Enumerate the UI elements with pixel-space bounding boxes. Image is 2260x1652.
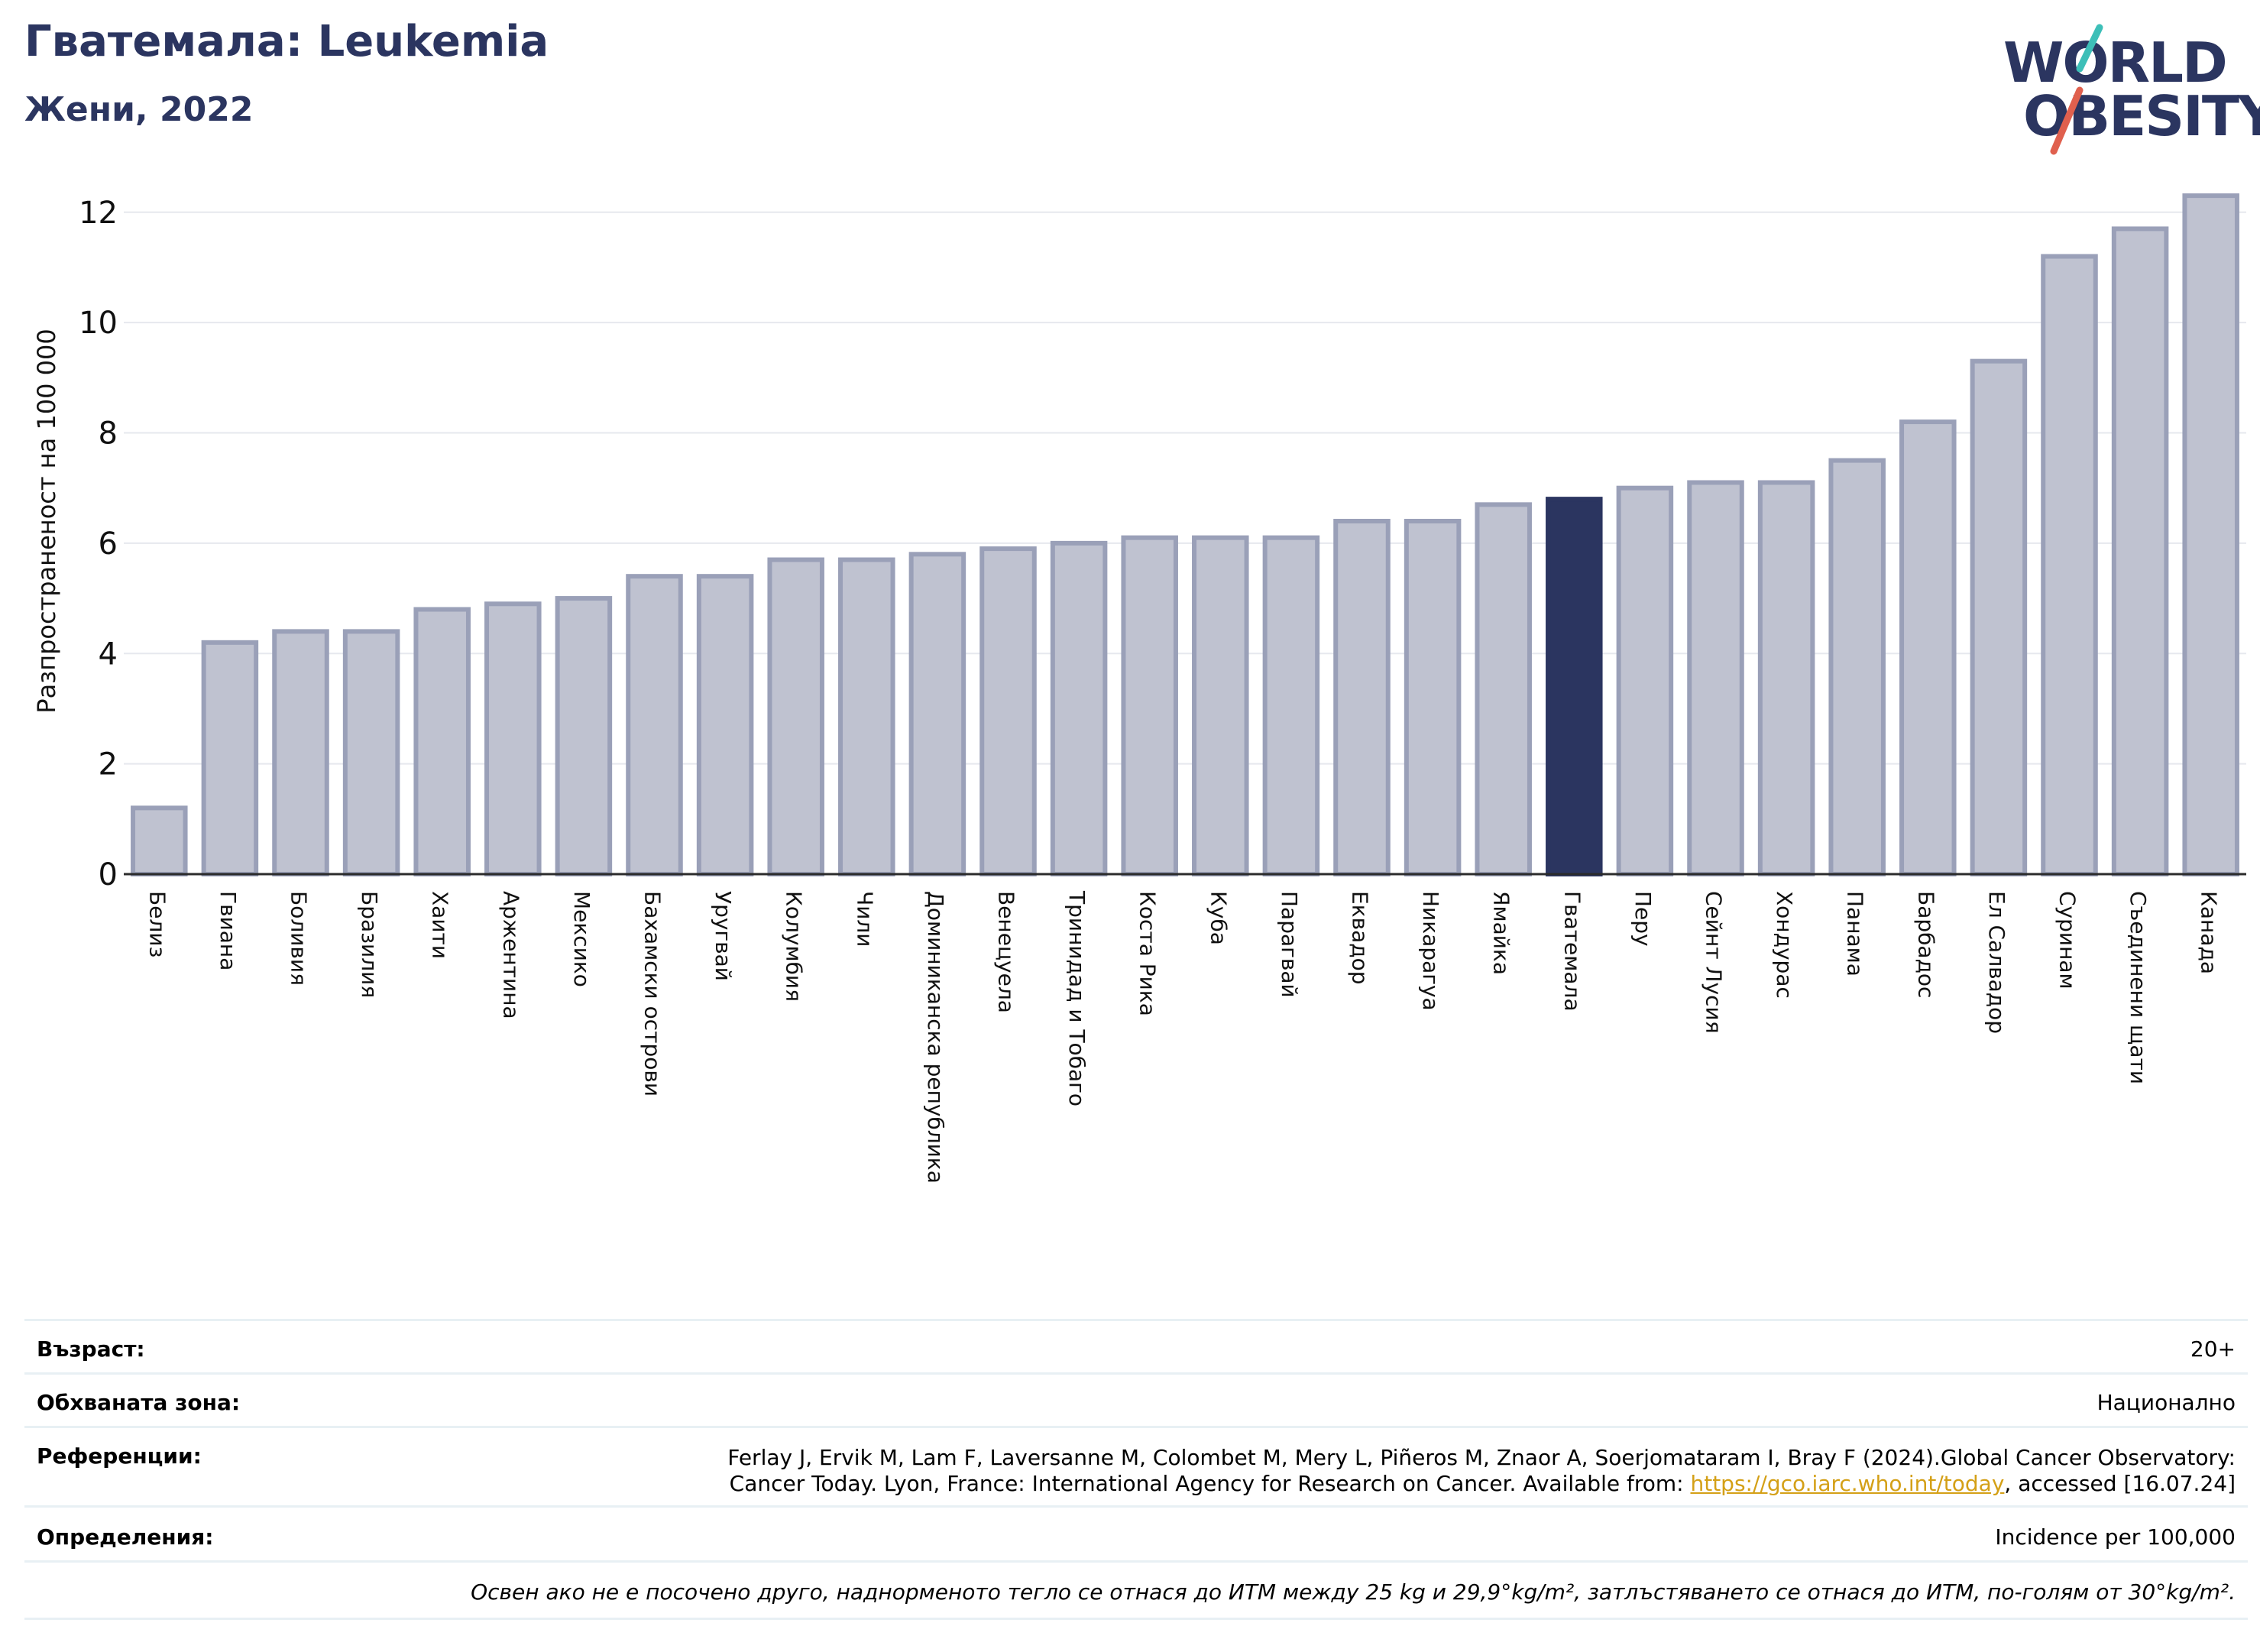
bars [131, 193, 2239, 876]
x-tick-label: Аржентина [498, 891, 523, 1019]
x-tick-label: Суринам [2055, 891, 2080, 990]
x-tick-label: Гватемала [1559, 891, 1585, 1012]
y-tick-label: 2 [99, 747, 118, 782]
bar-chart: 0 2 4 6 8 10 12 Белиз Гвиана Боливия Бразилия Хаит… [32, 193, 2246, 1184]
bar-3 [342, 629, 400, 876]
x-tick-label: Ел Салвадор [1984, 891, 2009, 1034]
area-value: Национално [2096, 1390, 2236, 1415]
x-tick-label: Куба [1206, 891, 1231, 945]
x-tick-label: Барбадос [1913, 891, 1938, 998]
definitions-label: Определения: [37, 1524, 214, 1550]
bar-14 [1121, 535, 1178, 876]
bar-6 [555, 596, 613, 876]
references-link[interactable]: https://gco.iarc.who.int/today [1690, 1471, 2005, 1496]
y-tick-label: 8 [99, 416, 118, 452]
x-tick-label: Никарагуа [1418, 891, 1443, 1011]
x-tick-label: Парагвай [1277, 891, 1302, 998]
x-tick-label: Гвиана [215, 891, 241, 970]
bar-27 [2041, 254, 2098, 876]
y-tick-label: 0 [99, 857, 118, 892]
x-tick-label: Еквадор [1348, 891, 1373, 985]
bar-23 [1757, 480, 1815, 876]
x-tick-label: Коста Рика [1135, 891, 1161, 1016]
bar-2 [272, 629, 329, 876]
bar-4 [413, 607, 471, 876]
bar-17 [1333, 519, 1391, 876]
y-tick-label: 6 [99, 526, 118, 562]
age-label: Възраст: [37, 1336, 145, 1362]
bar-10 [838, 557, 895, 876]
y-axis-ticks: 0 2 4 6 8 10 12 [79, 196, 118, 892]
page-subtitle: Жени, 2022 [24, 90, 254, 129]
bar-29 [2182, 193, 2239, 876]
bar-13 [1050, 540, 1108, 876]
footnote-text: Освен ако не е посочено друго, наднормен… [471, 1579, 2236, 1605]
x-tick-label: Чили [852, 891, 877, 947]
references-line1: Ferlay J, Ervik M, Lam F, Laversanne M, … [727, 1445, 2236, 1470]
x-tick-label: Бразилия [357, 891, 382, 998]
x-tick-label: Белиз [144, 891, 170, 957]
x-tick-label: Сейнт Лусия [1701, 891, 1727, 1034]
x-tick-label: Перу [1630, 891, 1656, 947]
bar-18 [1404, 519, 1462, 876]
references-label: Референции: [37, 1443, 202, 1469]
x-tick-label: Тринидад и Тобаго [1064, 890, 1090, 1106]
x-tick-label: Съединени щати [2126, 891, 2151, 1084]
bar-11 [908, 552, 966, 876]
definitions-value: Incidence per 100,000 [1995, 1524, 2236, 1550]
y-tick-label: 4 [99, 637, 118, 672]
age-value: 20+ [2190, 1336, 2236, 1362]
bar-7 [626, 574, 683, 876]
x-tick-label: Доминиканска република [923, 891, 948, 1184]
bar-20 [1546, 497, 1603, 876]
bar-12 [979, 546, 1037, 876]
bar-0 [131, 805, 188, 876]
x-tick-label: Бахамски острови [640, 891, 665, 1096]
bar-9 [767, 557, 824, 876]
world-obesity-logo: WORLD OBESITY [1994, 21, 2260, 159]
x-tick-label: Хаити [428, 891, 453, 959]
x-tick-label: Колумбия [782, 891, 807, 1002]
bar-24 [1828, 458, 1886, 876]
bar-21 [1616, 485, 1674, 876]
references-line2-text: Cancer Today. Lyon, France: Internationa… [729, 1471, 1691, 1496]
x-tick-label: Хондурас [1772, 891, 1797, 999]
x-tick-label: Уругвай [711, 891, 736, 981]
x-tick-label: Канада [2197, 891, 2222, 974]
bar-28 [2111, 226, 2169, 876]
y-tick-label: 10 [79, 306, 118, 341]
x-tick-label: Мексико [569, 891, 594, 987]
bar-1 [201, 640, 259, 876]
bar-19 [1475, 502, 1532, 876]
x-tick-label: Боливия [287, 891, 312, 986]
x-tick-label: Венецуела [994, 891, 1019, 1013]
info-row-definitions: Определения: Incidence per 100,000 [24, 1505, 2248, 1563]
bar-15 [1192, 535, 1249, 876]
x-tick-label: Панама [1843, 891, 1868, 977]
info-row-age: Възраст: 20+ [24, 1319, 2248, 1375]
bar-16 [1262, 535, 1320, 876]
info-row-references: Референции: Ferlay J, Ervik M, Lam F, La… [24, 1426, 2248, 1508]
bar-22 [1687, 480, 1744, 876]
bar-8 [696, 574, 754, 876]
references-accessed: , accessed [16.07.24] [2004, 1471, 2236, 1496]
x-axis-labels: Белиз Гвиана Боливия Бразилия Хаити Аржентина… [144, 890, 2221, 1184]
bar-25 [1899, 419, 1957, 876]
bar-5 [484, 601, 542, 876]
bar-26 [1970, 358, 2028, 876]
references-line2: Cancer Today. Lyon, France: Internationa… [730, 1471, 2236, 1496]
page-title: Гватемала: Leukemia [24, 17, 549, 66]
x-tick-label: Ямайка [1489, 891, 1514, 975]
y-axis-label: Разпространеност на 100 000 [32, 329, 61, 713]
info-row-footnote: Освен ако не е посочено друго, наднормен… [24, 1560, 2248, 1620]
info-row-area: Обхваната зона: Национално [24, 1372, 2248, 1428]
logo-slash-icon [2050, 24, 2103, 155]
y-tick-label: 12 [79, 196, 118, 231]
area-label: Обхваната зона: [37, 1390, 241, 1415]
logo-line1: WORLD [2003, 31, 2228, 95]
